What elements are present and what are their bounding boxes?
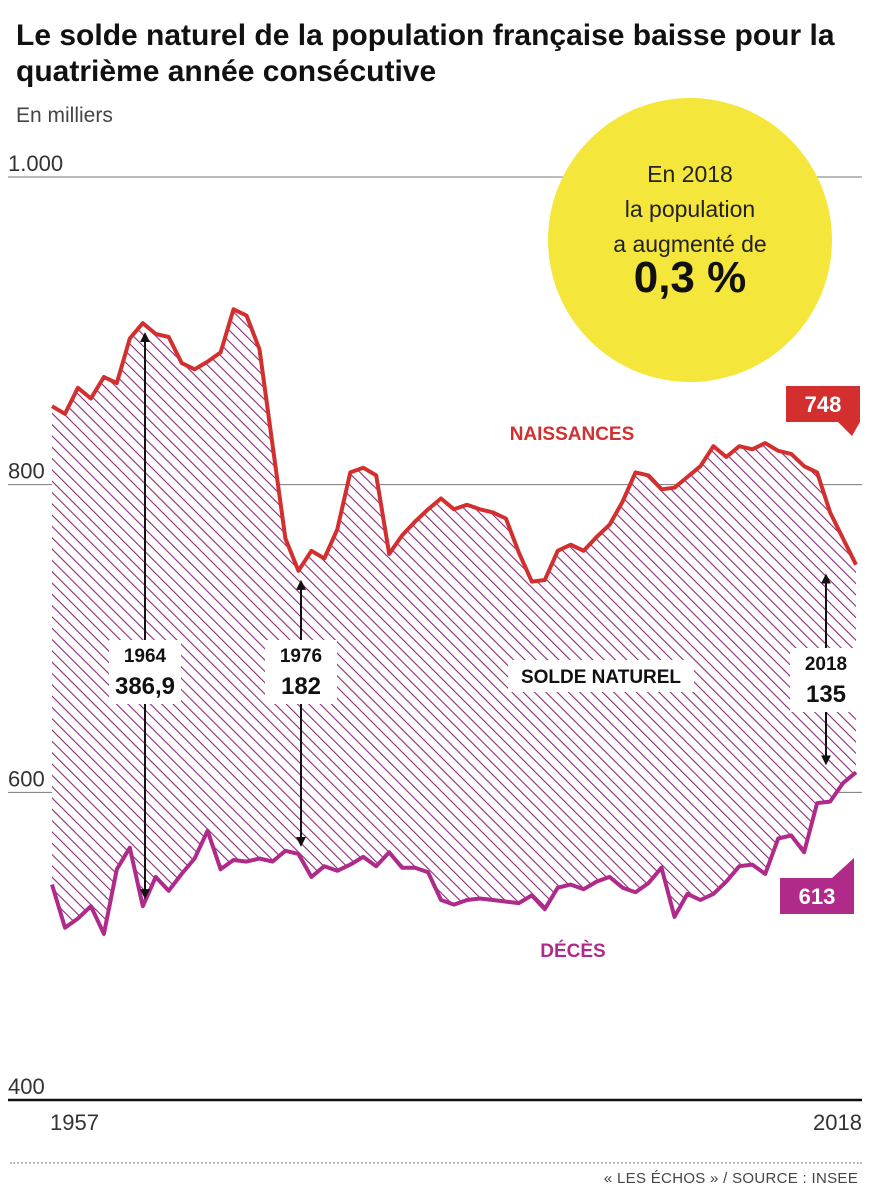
- annotation-value: 135: [806, 681, 846, 708]
- annotation-bg: [109, 640, 181, 704]
- end-badge-value: 613: [799, 884, 836, 909]
- annotation-bg: [265, 640, 337, 704]
- y-tick-label-800: 800: [8, 459, 45, 484]
- area-layer: [52, 309, 856, 934]
- source-credit: « LES ÉCHOS » / SOURCE : INSEE: [603, 1170, 858, 1187]
- end-badge-tip: [832, 858, 854, 878]
- series-line-deces: [50, 770, 858, 936]
- end-badge-tip: [838, 422, 860, 436]
- line-layer: [50, 307, 858, 936]
- annotation-year: 1964: [124, 646, 167, 667]
- series-label-deces: DÉCÈS: [540, 940, 605, 962]
- chart-title: Le solde naturel de la population frança…: [16, 19, 835, 88]
- series-label-naissances: NAISSANCES: [510, 424, 635, 445]
- footer-divider: [10, 1162, 862, 1164]
- chart-subtitle: En milliers: [16, 104, 113, 127]
- end-badge-naissances: 748: [786, 386, 860, 436]
- annotation-year: 1976: [280, 646, 322, 667]
- annotation-value: 386,9: [115, 673, 175, 700]
- y-tick-label-400: 400: [8, 1074, 45, 1099]
- annotation-layer: 1964 386,9 1976 182 2018 135: [109, 332, 862, 900]
- x-tick-label-end: 2018: [813, 1110, 862, 1135]
- x-tick-label-start: 1957: [50, 1110, 99, 1135]
- callout-line-1: En 2018: [647, 161, 733, 187]
- callout-circle: [548, 98, 832, 382]
- annotation-bg: [790, 648, 862, 712]
- callout-value: 0,3 %: [634, 253, 747, 302]
- annotation-1964: 1964 386,9: [109, 332, 181, 900]
- end-badge-value: 748: [805, 392, 842, 417]
- area-label: SOLDE NATUREL: [521, 667, 681, 688]
- callout-line-2: la population: [625, 196, 755, 222]
- end-badge-bg: [786, 386, 860, 422]
- end-badge-deces: 613: [780, 858, 854, 914]
- annotation-1976: 1976 182: [265, 579, 337, 847]
- annotation-year: 2018: [805, 654, 847, 675]
- annotation-value: 182: [281, 673, 321, 700]
- y-tick-label-600: 600: [8, 766, 45, 791]
- annotation-2018: 2018 135: [790, 573, 862, 766]
- callout-layer: En 2018 la population a augmenté de0,3 %: [548, 98, 832, 382]
- end-badge-bg: [780, 878, 854, 914]
- series-line-naissances: [50, 307, 858, 584]
- area-label-bg: [508, 660, 694, 692]
- solde-naturel-area: [52, 309, 856, 934]
- callout-line-3: a augmenté de: [613, 231, 766, 257]
- y-tick-label-1000: 1.000: [8, 151, 63, 176]
- label-layer: NAISSANCES DÉCÈS SOLDE NATUREL 748 613: [508, 386, 860, 962]
